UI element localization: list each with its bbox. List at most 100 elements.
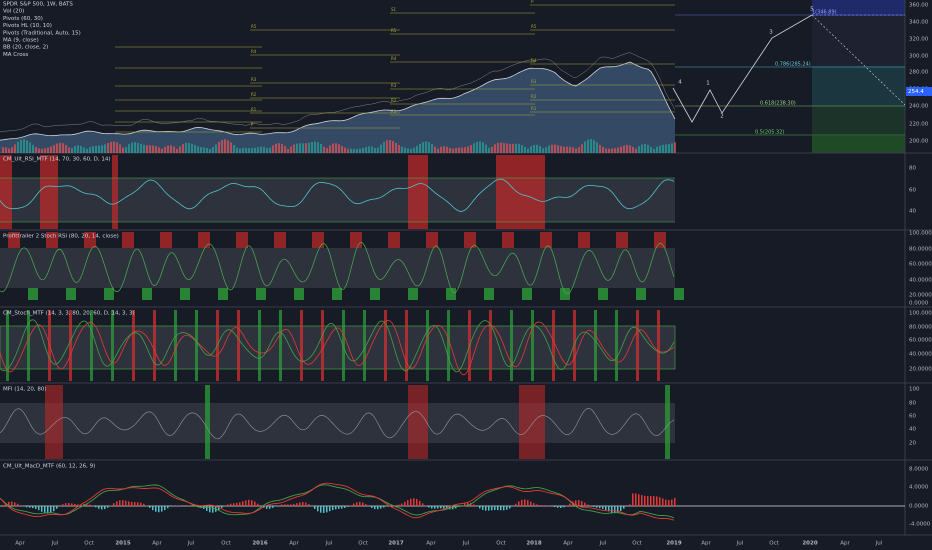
volume-bar	[425, 141, 427, 153]
volume-bar	[470, 145, 472, 153]
volume-bar	[329, 145, 331, 153]
volume-bar	[371, 146, 373, 153]
histogram-bar	[89, 504, 91, 506]
signal-band	[132, 310, 135, 381]
signal-band	[552, 310, 555, 381]
volume-bar	[566, 146, 568, 153]
pane-axis-label: 80.0000	[909, 325, 932, 331]
volume-bar	[230, 142, 232, 153]
histogram-bar	[86, 504, 88, 506]
bb-upper	[0, 52, 676, 132]
histogram-bar	[284, 504, 286, 506]
volume-bar	[74, 145, 76, 153]
volume-bar	[599, 144, 601, 153]
volume-bar	[101, 145, 103, 153]
time-axis-label: Jul	[187, 541, 195, 547]
legend-entry: Vol (20)	[3, 9, 24, 15]
histogram-bar	[71, 503, 73, 506]
pivot-label: R2	[391, 98, 397, 103]
signal-band	[408, 385, 428, 459]
volume-bar	[38, 148, 40, 153]
signal-band	[578, 232, 590, 248]
histogram-bar	[362, 502, 364, 506]
histogram-bar	[470, 503, 472, 506]
volume-bar	[242, 147, 244, 153]
histogram-bar	[98, 506, 100, 509]
histogram-bar	[563, 506, 565, 508]
histogram-bar	[239, 502, 241, 506]
fib-zone	[812, 66, 905, 106]
histogram-bar	[353, 503, 355, 506]
signal-band	[519, 385, 545, 459]
histogram-bar	[443, 506, 445, 509]
pane-title: Profittrailer 2 Stoch RSI (80, 20, 14, c…	[3, 234, 119, 240]
histogram-bar	[542, 505, 544, 506]
signal-band	[45, 385, 63, 459]
price-line	[0, 61, 676, 141]
volume-bar	[254, 147, 256, 153]
histogram-bar	[509, 506, 511, 509]
histogram-bar	[407, 500, 409, 506]
histogram-bar	[77, 504, 79, 506]
histogram-bar	[515, 503, 517, 506]
volume-bar	[422, 142, 424, 153]
histogram-bar	[380, 506, 382, 509]
histogram-bar	[122, 500, 124, 506]
volume-bar	[290, 146, 292, 153]
time-axis-label: Oct	[358, 541, 368, 547]
volume-bar	[44, 148, 46, 153]
volume-bar	[458, 147, 460, 153]
volume-bar	[542, 148, 544, 153]
indicator-line	[0, 178, 675, 212]
histogram-bar	[158, 506, 160, 513]
volume-bar	[416, 145, 418, 153]
histogram-bar	[422, 503, 424, 506]
volume-bar	[323, 146, 325, 153]
signal-band	[0, 178, 675, 222]
pivot-label: R2	[531, 94, 537, 99]
volume-bar	[203, 147, 205, 153]
volume-bar	[551, 144, 553, 153]
volume-bar	[536, 144, 538, 153]
signal-band	[522, 288, 532, 300]
signal-band	[180, 288, 190, 300]
fib-label: 0.618(238.30)	[760, 101, 796, 107]
wave-label: 4	[678, 80, 682, 86]
volume-bar	[260, 146, 262, 153]
histogram-bar	[500, 506, 502, 511]
pane-axis-label: 0.0000	[909, 504, 929, 510]
volume-bar	[35, 147, 37, 153]
fib-zone	[812, 0, 905, 16]
histogram-bar	[314, 506, 316, 510]
volume-bar	[308, 142, 310, 153]
volume-bar	[344, 147, 346, 153]
volume-bar	[143, 144, 145, 153]
volume-bar	[197, 146, 199, 153]
volume-bar	[302, 143, 304, 153]
histogram-bar	[578, 500, 580, 506]
histogram-bar	[335, 506, 337, 510]
histogram-bar	[524, 499, 526, 506]
signal-band	[426, 310, 429, 381]
volume-bar	[614, 148, 616, 153]
histogram-bar	[659, 497, 661, 506]
histogram-bar	[587, 504, 589, 506]
volume-bar	[632, 147, 634, 153]
volume-bar	[428, 142, 430, 153]
histogram-bar	[533, 503, 535, 506]
histogram-bar	[20, 505, 22, 506]
volume-bar	[467, 146, 469, 153]
pane-axis-label: 40.0000	[909, 278, 932, 284]
pivot-label: R4	[251, 49, 257, 54]
histogram-bar	[521, 499, 523, 506]
volume-bar	[611, 148, 613, 153]
histogram-bar	[479, 506, 481, 509]
price-axis-label: 240.00	[909, 104, 929, 110]
volume-bar	[311, 141, 313, 153]
wave-projection	[672, 14, 813, 123]
signal-band	[46, 232, 58, 248]
volume-bar	[227, 140, 229, 153]
volume-bar	[92, 146, 94, 153]
histogram-bar	[674, 497, 676, 506]
volume-bar	[47, 147, 49, 153]
